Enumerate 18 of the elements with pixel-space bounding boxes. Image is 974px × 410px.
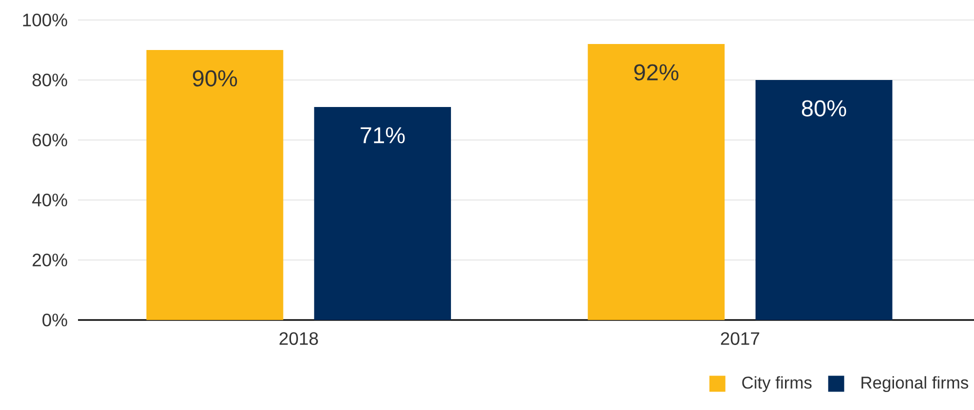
bar (146, 50, 284, 320)
data-label: 92% (634, 64, 678, 80)
data-label: 71% (360, 127, 405, 144)
legend-label: Regional firms (862, 376, 968, 392)
x-tick-label: 2017 (720, 332, 760, 345)
y-tick-label: 40% (32, 194, 68, 206)
y-tick-label: 100% (23, 14, 68, 26)
data-label: 90% (192, 70, 238, 86)
bar (588, 44, 725, 320)
bar (756, 80, 892, 320)
y-tick-label: 80% (32, 74, 68, 86)
data-label: 80% (802, 100, 846, 116)
bar (314, 106, 451, 320)
legend-label: City firms (742, 376, 812, 392)
x-tick-label: 2018 (280, 332, 318, 345)
y-tick-label: 0% (42, 314, 68, 326)
y-tick-label: 20% (32, 254, 68, 266)
y-tick-label: 60% (32, 134, 68, 146)
